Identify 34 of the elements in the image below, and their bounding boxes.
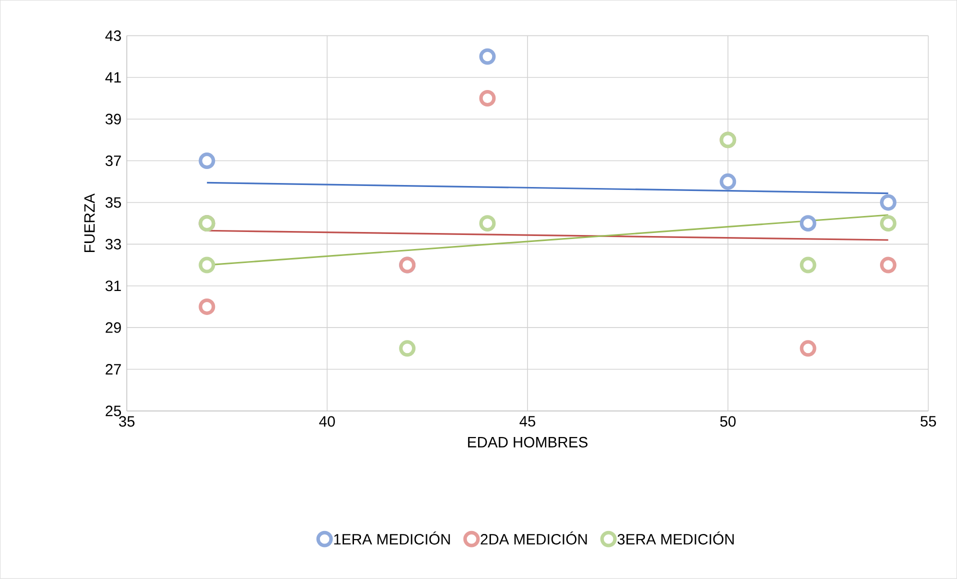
y-axis-title: FUERZA [84,194,95,252]
point [880,194,896,211]
point [880,256,896,274]
point [800,215,816,232]
legend-label: 2DA MEDICIÓN [480,532,587,545]
point [198,152,216,170]
point [479,215,496,232]
point [800,340,816,357]
point [800,256,816,274]
point [399,340,416,357]
legend-label: 1ERA MEDICIÓN [334,532,450,545]
point [479,48,496,65]
y-tick-label: 27 [106,364,121,375]
y-tick-label: 33 [106,239,121,250]
point [198,256,216,274]
point [720,174,736,190]
y-tick-label: 37 [106,156,121,166]
x-tick-label: 35 [119,416,134,427]
legend-label: 3ERA MEDICIÓN [618,532,734,545]
y-tick-label: 25 [106,406,121,416]
y-tick-label: 35 [106,197,121,208]
y-tick-label: 39 [106,114,121,125]
x-tick-label: 50 [720,416,736,427]
point [479,90,496,107]
y-tick-label: 31 [106,280,121,292]
y-tick-label: 29 [106,322,121,333]
x-tick-label: 45 [520,416,536,427]
y-tick-label: 41 [105,72,121,83]
y-tick-label: 43 [105,30,121,42]
point [880,215,896,232]
x-tick-label: 55 [920,416,936,427]
x-tick-label: 40 [319,416,335,427]
point [198,298,216,316]
x-axis-title: EDAD HOMBRES [468,437,588,448]
